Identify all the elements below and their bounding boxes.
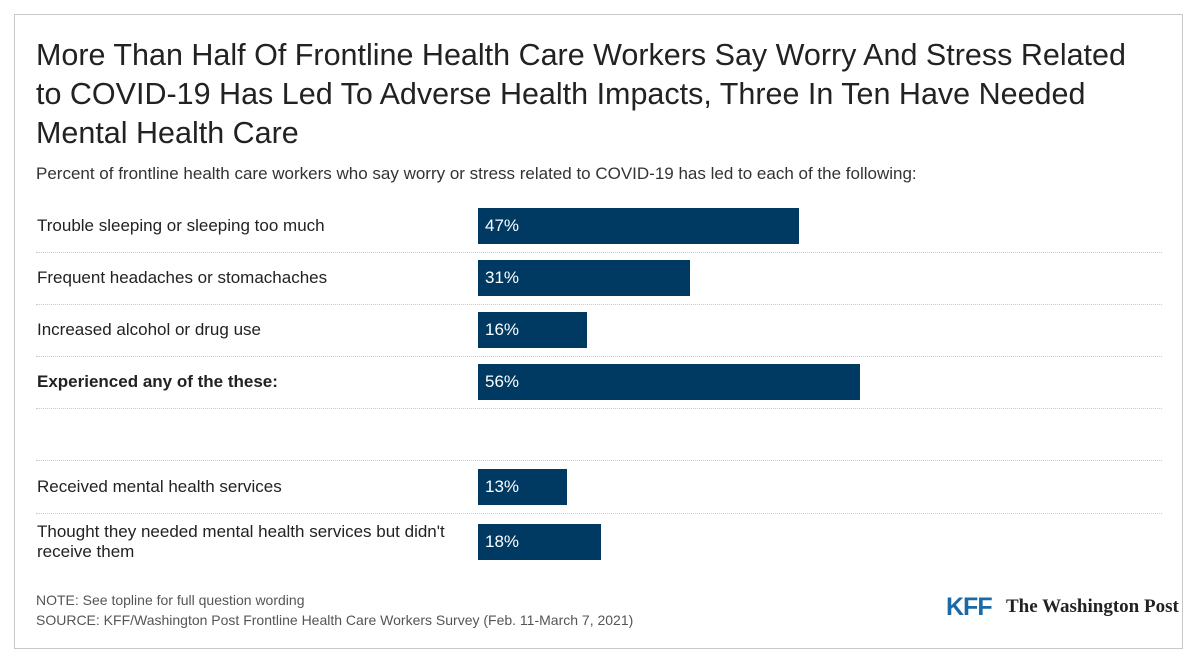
value-label: 31% — [485, 268, 520, 287]
bar — [478, 364, 861, 400]
bar — [478, 208, 799, 244]
value-label: 18% — [485, 532, 520, 551]
separator — [36, 356, 1162, 357]
value-label: 16% — [485, 320, 520, 339]
bar — [478, 469, 567, 505]
category-label: Increased alcohol or drug use — [37, 320, 261, 339]
chart-subtitle: Percent of frontline health care workers… — [36, 164, 917, 183]
bar — [478, 260, 690, 296]
category-label: Thought they needed mental health servic… — [37, 522, 445, 561]
category-label: Trouble sleeping or sleeping too much — [37, 216, 325, 235]
chart-title: More Than Half Of Frontline Health Care … — [36, 38, 1126, 150]
frame — [14, 14, 1183, 649]
value-label: 47% — [485, 216, 520, 235]
separator — [36, 304, 1162, 305]
note: NOTE: See topline for full question word… — [36, 592, 305, 608]
separator — [36, 460, 1162, 461]
separator — [36, 408, 1162, 409]
logo: KFF — [946, 593, 993, 621]
value-label: 56% — [485, 372, 520, 391]
category-label: Experienced any of the these: — [37, 372, 278, 391]
logo: The Washington Post — [1006, 596, 1179, 617]
value-label: 13% — [485, 477, 520, 496]
bar — [478, 312, 588, 348]
bar — [478, 524, 601, 560]
separator — [36, 513, 1162, 514]
separator — [36, 252, 1162, 253]
category-label: Frequent headaches or stomachaches — [37, 268, 328, 287]
source: SOURCE: KFF/Washington Post Frontline He… — [36, 612, 634, 628]
category-label: Received mental health services — [37, 477, 282, 496]
